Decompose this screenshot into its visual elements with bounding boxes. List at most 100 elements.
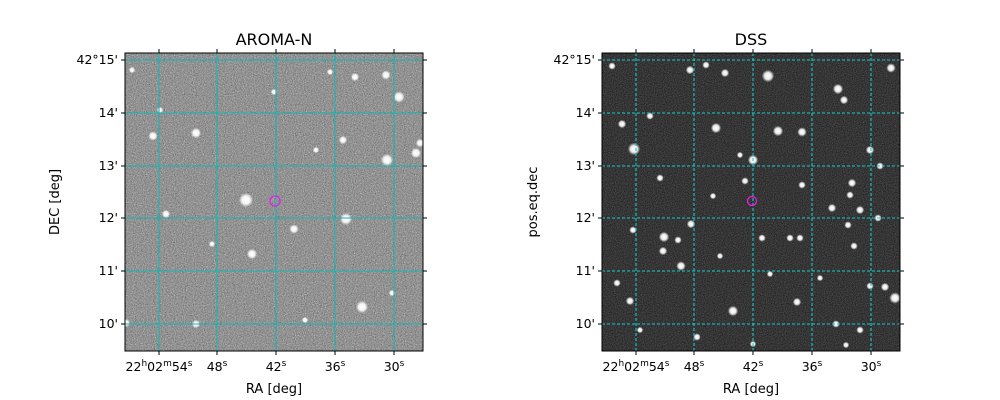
star bbox=[716, 252, 724, 260]
y-tick-label: 12' bbox=[576, 210, 595, 225]
x-tick-label: 22h02m54s bbox=[126, 359, 193, 374]
star bbox=[608, 62, 616, 70]
axis-ticks bbox=[598, 49, 904, 355]
star bbox=[758, 234, 766, 242]
star bbox=[350, 72, 360, 82]
star bbox=[629, 226, 637, 234]
star bbox=[685, 65, 695, 75]
star bbox=[289, 224, 299, 234]
sky-image bbox=[602, 53, 900, 351]
star bbox=[865, 145, 875, 155]
star bbox=[827, 203, 837, 213]
star bbox=[832, 320, 840, 328]
star bbox=[727, 305, 739, 317]
star bbox=[646, 112, 654, 120]
star bbox=[686, 219, 696, 229]
star-field bbox=[608, 61, 900, 349]
star bbox=[741, 177, 749, 185]
star bbox=[381, 70, 391, 80]
y-tick-label: 13' bbox=[576, 158, 595, 173]
star bbox=[856, 326, 864, 334]
sky-image bbox=[125, 53, 423, 351]
star bbox=[832, 83, 844, 95]
star bbox=[797, 127, 807, 137]
axis-ticks bbox=[121, 49, 427, 355]
star bbox=[798, 181, 806, 189]
star bbox=[846, 191, 854, 199]
star bbox=[674, 236, 682, 244]
panel-title: AROMA-N bbox=[236, 30, 313, 49]
star bbox=[889, 292, 900, 304]
star bbox=[658, 246, 668, 256]
star bbox=[850, 242, 858, 250]
x-tick-label: 30s bbox=[861, 359, 882, 374]
axes-frame bbox=[601, 52, 901, 352]
star bbox=[636, 326, 644, 334]
star bbox=[658, 231, 670, 243]
y-tick-label: 14' bbox=[576, 105, 595, 120]
star bbox=[702, 61, 710, 69]
star bbox=[656, 174, 664, 182]
star bbox=[842, 341, 850, 349]
star bbox=[208, 240, 216, 248]
star bbox=[156, 106, 164, 114]
x-tick-label: 36s bbox=[325, 359, 346, 374]
star bbox=[326, 68, 334, 76]
panel-dss: DSS 42°15' 14' 13' 12' 11' 10' 22h02m54s… bbox=[526, 30, 904, 397]
star bbox=[161, 209, 171, 219]
star bbox=[709, 192, 717, 200]
x-tick-label: 42s bbox=[266, 359, 287, 374]
star bbox=[761, 69, 775, 83]
star bbox=[380, 153, 394, 167]
y-tick-label: 14' bbox=[99, 105, 118, 120]
y-tick-label: 12' bbox=[99, 210, 118, 225]
star bbox=[847, 178, 857, 188]
axes-frame bbox=[124, 52, 424, 352]
star bbox=[627, 142, 641, 156]
star bbox=[148, 131, 158, 141]
star bbox=[617, 119, 627, 129]
star bbox=[816, 274, 824, 282]
panel-title: DSS bbox=[735, 30, 768, 49]
x-axis-label: RA [deg] bbox=[723, 382, 779, 397]
y-tick-label: 10' bbox=[576, 316, 595, 331]
x-tick-label: 42s bbox=[743, 359, 764, 374]
y-axis-label: DEC [deg] bbox=[48, 169, 63, 235]
star bbox=[710, 122, 722, 134]
y-tick-label: 42°15' bbox=[77, 52, 119, 67]
x-tick-label: 48s bbox=[684, 359, 705, 374]
star bbox=[839, 95, 849, 105]
star bbox=[355, 300, 369, 314]
star bbox=[796, 234, 804, 242]
star bbox=[312, 146, 320, 154]
star bbox=[625, 296, 635, 306]
y-tick-label: 11' bbox=[99, 263, 118, 278]
star bbox=[880, 282, 890, 292]
x-tick-label: 22h02m54s bbox=[603, 359, 670, 374]
y-tick-label: 10' bbox=[99, 316, 118, 331]
star bbox=[855, 205, 865, 215]
x-tick-label: 36s bbox=[802, 359, 823, 374]
star bbox=[613, 279, 621, 287]
star bbox=[301, 316, 309, 324]
star bbox=[772, 125, 784, 137]
star bbox=[128, 66, 136, 74]
star bbox=[792, 297, 802, 307]
star bbox=[125, 318, 131, 328]
panel-aroma-n: AROMA-N 42°15' 14' 13' 12' 11' 10' 22h02… bbox=[48, 30, 427, 397]
star bbox=[676, 261, 686, 271]
star bbox=[338, 135, 348, 145]
star bbox=[246, 248, 258, 260]
coordinate-grid bbox=[125, 53, 423, 351]
star bbox=[190, 127, 202, 139]
x-tick-label: 30s bbox=[384, 359, 405, 374]
star bbox=[866, 282, 874, 290]
y-tick-label: 11' bbox=[576, 263, 595, 278]
star bbox=[786, 234, 794, 242]
star bbox=[736, 151, 744, 159]
star bbox=[844, 221, 852, 229]
y-tick-label: 13' bbox=[99, 158, 118, 173]
star bbox=[693, 333, 701, 341]
star bbox=[720, 68, 730, 78]
